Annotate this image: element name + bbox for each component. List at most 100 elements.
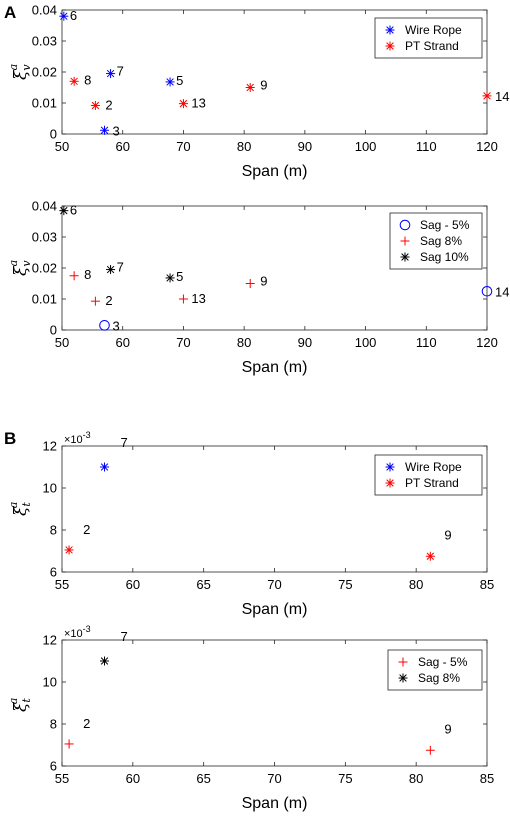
y-axis-label-subscript: t <box>20 502 33 507</box>
x-tick-label: 120 <box>476 139 498 154</box>
y-axis-label-superscript: a <box>7 698 20 705</box>
data-point <box>481 285 493 297</box>
legend-entry-label: Sag 10% <box>420 250 469 264</box>
y-exponent-power: -3 <box>83 624 91 634</box>
x-axis-label: Span (m) <box>242 795 308 812</box>
y-exponent-power: -3 <box>83 430 91 440</box>
x-tick-label: 100 <box>355 139 377 154</box>
y-tick-label: 0.02 <box>32 261 57 276</box>
data-point <box>69 76 79 86</box>
data-point-label: 9 <box>444 527 451 542</box>
legend-marker <box>400 252 410 262</box>
data-point-label: 8 <box>84 72 91 87</box>
y-tick-label: 8 <box>50 523 57 538</box>
x-tick-label: 120 <box>476 335 498 350</box>
y-tick-label: 0.04 <box>32 199 57 214</box>
legend-entry-label: Sag 8% <box>420 234 462 248</box>
chart-panel-2: 50 60 70 80 90 100 110 120 0 0.01 0.02 0.03 0.04 Span… <box>7 199 509 377</box>
y-exponent-label: ×10-3 <box>64 430 91 446</box>
y-exponent-label: ×10-3 <box>64 624 91 640</box>
data-point-label: 7 <box>117 64 124 79</box>
data-point <box>100 656 109 666</box>
x-tick-label: 70 <box>176 335 190 350</box>
legend-box <box>387 649 483 691</box>
x-tick-label: 85 <box>480 577 494 592</box>
y-axis-label-superscript: a <box>7 260 20 267</box>
data-point <box>178 99 188 109</box>
legend: Sag - 5% Sag 8% <box>387 649 483 691</box>
legend: Wire Rope PT Strand <box>374 17 483 59</box>
x-tick-label: 50 <box>55 139 69 154</box>
x-tick-label: 80 <box>237 335 251 350</box>
x-tick-label: 80 <box>237 139 251 154</box>
x-tick-label: 65 <box>196 771 210 786</box>
y-tick-label: 0.01 <box>32 96 57 111</box>
x-tick-label: 80 <box>409 577 423 592</box>
x-tick-label: 110 <box>416 139 437 154</box>
x-tick-label: 75 <box>338 577 352 592</box>
data-point-label: 9 <box>444 721 451 736</box>
data-point <box>245 83 255 92</box>
series-1: 7 <box>100 435 128 472</box>
y-tick-label: 8 <box>50 717 57 732</box>
y-tick-label: 10 <box>43 675 57 690</box>
data-point <box>59 206 69 216</box>
data-point-label: 14 <box>495 89 509 104</box>
series-1: 3 14 <box>99 284 509 333</box>
legend-marker <box>398 657 408 667</box>
series-2: 7 <box>100 629 128 666</box>
x-tick-label: 50 <box>55 335 69 350</box>
data-point-label: 2 <box>105 97 112 112</box>
x-tick-label: 70 <box>176 139 190 154</box>
y-tick-label: 0.02 <box>32 65 57 80</box>
x-tick-label: 80 <box>409 771 423 786</box>
y-axis-label: ξta <box>7 698 33 712</box>
data-point <box>106 265 116 275</box>
data-point <box>178 294 188 304</box>
data-point <box>100 125 109 135</box>
data-point <box>69 271 79 281</box>
legend-entry-label: Wire Rope <box>405 23 462 37</box>
x-tick-label: 65 <box>196 577 210 592</box>
x-tick-label: 70 <box>267 577 281 592</box>
x-tick-label: 55 <box>55 577 69 592</box>
y-tick-label: 0.03 <box>32 34 57 49</box>
data-point <box>99 320 110 331</box>
data-point-label: 2 <box>105 293 112 308</box>
legend-entry-label: PT Strand <box>405 476 459 490</box>
data-point-label: 13 <box>191 96 205 111</box>
x-tick-label: 100 <box>355 335 377 350</box>
legend-entry-label: PT Strand <box>405 39 459 53</box>
series-2: 82 13 9 <box>69 267 267 308</box>
series-2: 82 13 9 14 <box>69 72 509 112</box>
y-tick-label: 0 <box>50 323 57 338</box>
x-axis-label: Span (m) <box>242 359 308 376</box>
data-point <box>59 11 69 21</box>
data-point <box>245 279 255 288</box>
legend-marker <box>400 236 410 246</box>
data-point <box>425 745 435 755</box>
legend-marker <box>385 462 395 472</box>
x-tick-label: 85 <box>480 771 494 786</box>
x-tick-label: 70 <box>267 771 281 786</box>
data-point-label: 14 <box>495 284 509 299</box>
y-axis-label-subscript: v <box>20 64 33 71</box>
y-tick-label: 6 <box>50 759 57 774</box>
y-tick-label: 0.04 <box>32 3 57 18</box>
data-point <box>165 273 175 283</box>
y-axis-label: ξva <box>7 64 33 80</box>
x-axis-label: Span (m) <box>242 601 308 618</box>
y-tick-label: 10 <box>43 481 57 496</box>
legend-marker <box>399 219 411 231</box>
data-point <box>64 739 74 749</box>
legend-entry-label: Sag 8% <box>418 671 460 685</box>
y-axis-label: ξva <box>7 260 33 276</box>
x-tick-label: 90 <box>298 139 312 154</box>
data-point-label: 9 <box>260 274 267 289</box>
data-point <box>106 69 116 79</box>
x-tick-label: 60 <box>115 139 129 154</box>
